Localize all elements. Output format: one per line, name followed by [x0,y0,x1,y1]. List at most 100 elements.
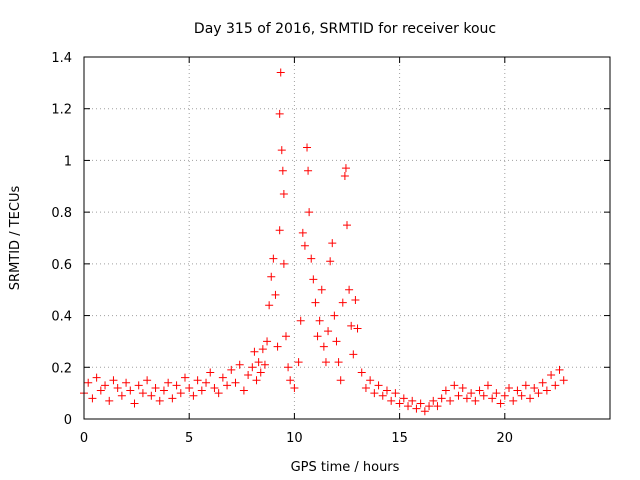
data-point [176,389,185,398]
data-point [429,396,438,405]
y-tick-label: 0.8 [51,206,72,221]
data-point [151,383,160,392]
data-point [223,381,232,390]
data-point [349,350,358,359]
data-point [374,381,383,390]
data-point [202,378,211,387]
data-point [343,221,351,230]
data-point [353,324,362,333]
data-point [311,298,320,307]
data-point [307,254,316,263]
data-point [138,389,147,398]
data-point [271,290,280,299]
y-tick-label: 0.4 [51,310,72,325]
data-point [122,378,131,387]
data-point [286,376,295,385]
data-point [420,407,429,416]
data-point [189,391,198,400]
y-tick-label: 1.4 [51,51,72,66]
data-point [214,389,223,398]
data-point [433,402,442,411]
data-point [555,365,564,374]
data-point [326,257,335,266]
data-point [387,396,396,405]
data-point [277,146,286,155]
data-point [193,376,202,385]
data-point [168,394,177,403]
data-point [530,383,539,392]
data-point [180,373,189,382]
x-tick-label: 15 [391,431,408,446]
data-point [290,383,299,392]
data-point [276,68,285,77]
data-point [538,378,547,387]
data-point [298,228,307,237]
y-tick-label: 1.2 [51,103,72,118]
data-point [382,386,391,395]
plot-frame [83,56,611,420]
data-point [284,363,293,372]
data-point [395,399,404,408]
data-point [92,373,101,382]
data-point [164,378,173,387]
data-point [347,321,356,330]
data-point [334,358,343,367]
axis-ticks: 0 5 10 15 20 0 0.2 0.4 0.6 0.8 1 1.2 1.4 [51,51,610,446]
data-point [254,358,263,367]
data-point [265,301,274,310]
data-point [458,383,467,392]
data-point [441,386,450,395]
x-axis-label: GPS time / hours [291,460,400,475]
data-point [317,285,326,294]
y-axis-label: SRMTID / TECUs [8,186,23,291]
data-point [258,345,267,354]
data-point [332,337,341,346]
data-point [239,386,248,395]
data-point [404,402,413,411]
y-tick-label: 1 [64,154,72,169]
data-point [227,365,236,374]
data-point [475,386,484,395]
data-point [479,391,488,400]
data-point [296,316,305,325]
data-point [134,381,143,390]
data-point [492,389,501,398]
data-point [408,396,417,405]
data-point [412,404,421,413]
data-point [450,381,459,390]
data-point [252,376,261,385]
data-point [513,386,522,395]
data-point [370,389,379,398]
data-point [345,285,354,294]
data-point [340,171,349,180]
data-point [534,389,543,398]
data-point [328,239,337,248]
data-point [267,272,276,281]
data-point [231,378,240,387]
y-tick-label: 0 [64,413,72,428]
data-point [313,332,322,341]
data-point [378,391,387,400]
data-point [551,381,560,390]
data-point [509,396,518,405]
x-tick-label: 0 [80,431,88,446]
data-point [113,383,122,392]
data-point [500,391,509,400]
chart-title: Day 315 of 2016, SRMTID for receiver kou… [194,21,496,37]
data-point [218,373,227,382]
data-point [101,381,110,390]
data-point [309,275,318,284]
data-point [496,399,505,408]
data-point [399,394,408,403]
data-point [391,389,400,398]
data-point [351,296,360,305]
data-point [109,376,118,385]
data-point [279,259,288,268]
y-tick-label: 0.2 [51,361,72,376]
data-point [321,358,330,367]
data-point [105,396,114,405]
data-point [269,254,278,263]
data-point [250,347,259,356]
data-point [521,381,530,390]
data-point [319,342,328,351]
